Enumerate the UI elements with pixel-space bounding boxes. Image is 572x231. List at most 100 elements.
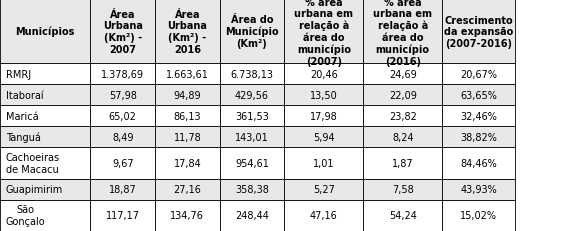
- Bar: [90, 179, 155, 200]
- Bar: [90, 64, 155, 85]
- Text: Tanguá: Tanguá: [6, 132, 41, 142]
- Text: 954,61: 954,61: [235, 158, 269, 168]
- Bar: [363, 85, 442, 106]
- Bar: [0, 85, 90, 106]
- Bar: [363, 106, 442, 127]
- Text: 54,24: 54,24: [389, 210, 416, 220]
- Bar: [220, 0, 284, 64]
- Bar: [442, 64, 515, 85]
- Text: 32,46%: 32,46%: [460, 111, 497, 121]
- Text: 24,69: 24,69: [389, 70, 416, 79]
- Bar: [90, 106, 155, 127]
- Bar: [0, 179, 90, 200]
- Bar: [0, 127, 90, 147]
- Text: 43,93%: 43,93%: [460, 184, 497, 194]
- Text: 65,02: 65,02: [109, 111, 137, 121]
- Text: 5,27: 5,27: [313, 184, 335, 194]
- Text: 1.663,61: 1.663,61: [166, 70, 209, 79]
- Bar: [90, 85, 155, 106]
- Bar: [155, 200, 220, 231]
- Text: 11,78: 11,78: [173, 132, 201, 142]
- Text: 18,87: 18,87: [109, 184, 137, 194]
- Bar: [284, 200, 363, 231]
- Text: 38,82%: 38,82%: [460, 132, 497, 142]
- Text: Municípios: Municípios: [15, 27, 75, 37]
- Text: 22,09: 22,09: [389, 90, 416, 100]
- Bar: [363, 179, 442, 200]
- Text: RMRJ: RMRJ: [6, 70, 31, 79]
- Text: 17,84: 17,84: [173, 158, 201, 168]
- Text: Itaboraí: Itaboraí: [6, 90, 43, 100]
- Bar: [155, 0, 220, 64]
- Text: 20,46: 20,46: [310, 70, 337, 79]
- Text: 8,49: 8,49: [112, 132, 133, 142]
- Bar: [155, 179, 220, 200]
- Text: 358,38: 358,38: [235, 184, 269, 194]
- Text: Crescimento
da expansão
(2007-2016): Crescimento da expansão (2007-2016): [444, 15, 513, 49]
- Bar: [220, 106, 284, 127]
- Bar: [363, 200, 442, 231]
- Text: 17,98: 17,98: [310, 111, 337, 121]
- Text: Maricá: Maricá: [6, 111, 38, 121]
- Text: 9,67: 9,67: [112, 158, 133, 168]
- Text: 15,02%: 15,02%: [460, 210, 497, 220]
- Bar: [220, 179, 284, 200]
- Bar: [220, 200, 284, 231]
- Bar: [155, 127, 220, 147]
- Bar: [220, 147, 284, 179]
- Bar: [0, 200, 90, 231]
- Text: 13,50: 13,50: [310, 90, 337, 100]
- Text: Guapimirim: Guapimirim: [6, 184, 63, 194]
- Bar: [442, 0, 515, 64]
- Text: 361,53: 361,53: [235, 111, 269, 121]
- Text: 6.738,13: 6.738,13: [231, 70, 273, 79]
- Text: 23,82: 23,82: [389, 111, 416, 121]
- Text: 27,16: 27,16: [173, 184, 201, 194]
- Text: 8,24: 8,24: [392, 132, 414, 142]
- Text: Área
Urbana
(Km²) -
2016: Área Urbana (Km²) - 2016: [168, 10, 207, 54]
- Text: 248,44: 248,44: [235, 210, 269, 220]
- Text: 429,56: 429,56: [235, 90, 269, 100]
- Bar: [0, 64, 90, 85]
- Bar: [155, 64, 220, 85]
- Bar: [363, 64, 442, 85]
- Bar: [284, 85, 363, 106]
- Bar: [0, 147, 90, 179]
- Bar: [90, 200, 155, 231]
- Bar: [90, 147, 155, 179]
- Text: 57,98: 57,98: [109, 90, 137, 100]
- Bar: [284, 127, 363, 147]
- Bar: [155, 147, 220, 179]
- Text: 134,76: 134,76: [170, 210, 204, 220]
- Bar: [90, 127, 155, 147]
- Bar: [442, 200, 515, 231]
- Text: 86,13: 86,13: [173, 111, 201, 121]
- Text: 5,94: 5,94: [313, 132, 335, 142]
- Text: 117,17: 117,17: [106, 210, 140, 220]
- Text: 7,58: 7,58: [392, 184, 414, 194]
- Text: 1,87: 1,87: [392, 158, 414, 168]
- Text: 94,89: 94,89: [173, 90, 201, 100]
- Bar: [284, 106, 363, 127]
- Text: % área
urbana em
relação à
área do
município
(2007): % área urbana em relação à área do munic…: [294, 0, 353, 67]
- Text: 1,01: 1,01: [313, 158, 335, 168]
- Bar: [363, 127, 442, 147]
- Bar: [442, 85, 515, 106]
- Bar: [220, 64, 284, 85]
- Bar: [220, 85, 284, 106]
- Bar: [442, 179, 515, 200]
- Bar: [363, 0, 442, 64]
- Bar: [220, 127, 284, 147]
- Bar: [284, 0, 363, 64]
- Bar: [284, 179, 363, 200]
- Bar: [0, 106, 90, 127]
- Text: 84,46%: 84,46%: [460, 158, 497, 168]
- Text: 63,65%: 63,65%: [460, 90, 497, 100]
- Bar: [442, 127, 515, 147]
- Bar: [442, 106, 515, 127]
- Bar: [90, 0, 155, 64]
- Bar: [284, 147, 363, 179]
- Text: Área do
Município
(Km²): Área do Município (Km²): [225, 15, 279, 49]
- Text: 143,01: 143,01: [235, 132, 269, 142]
- Text: Área
Urbana
(Km²) -
2007: Área Urbana (Km²) - 2007: [103, 10, 142, 54]
